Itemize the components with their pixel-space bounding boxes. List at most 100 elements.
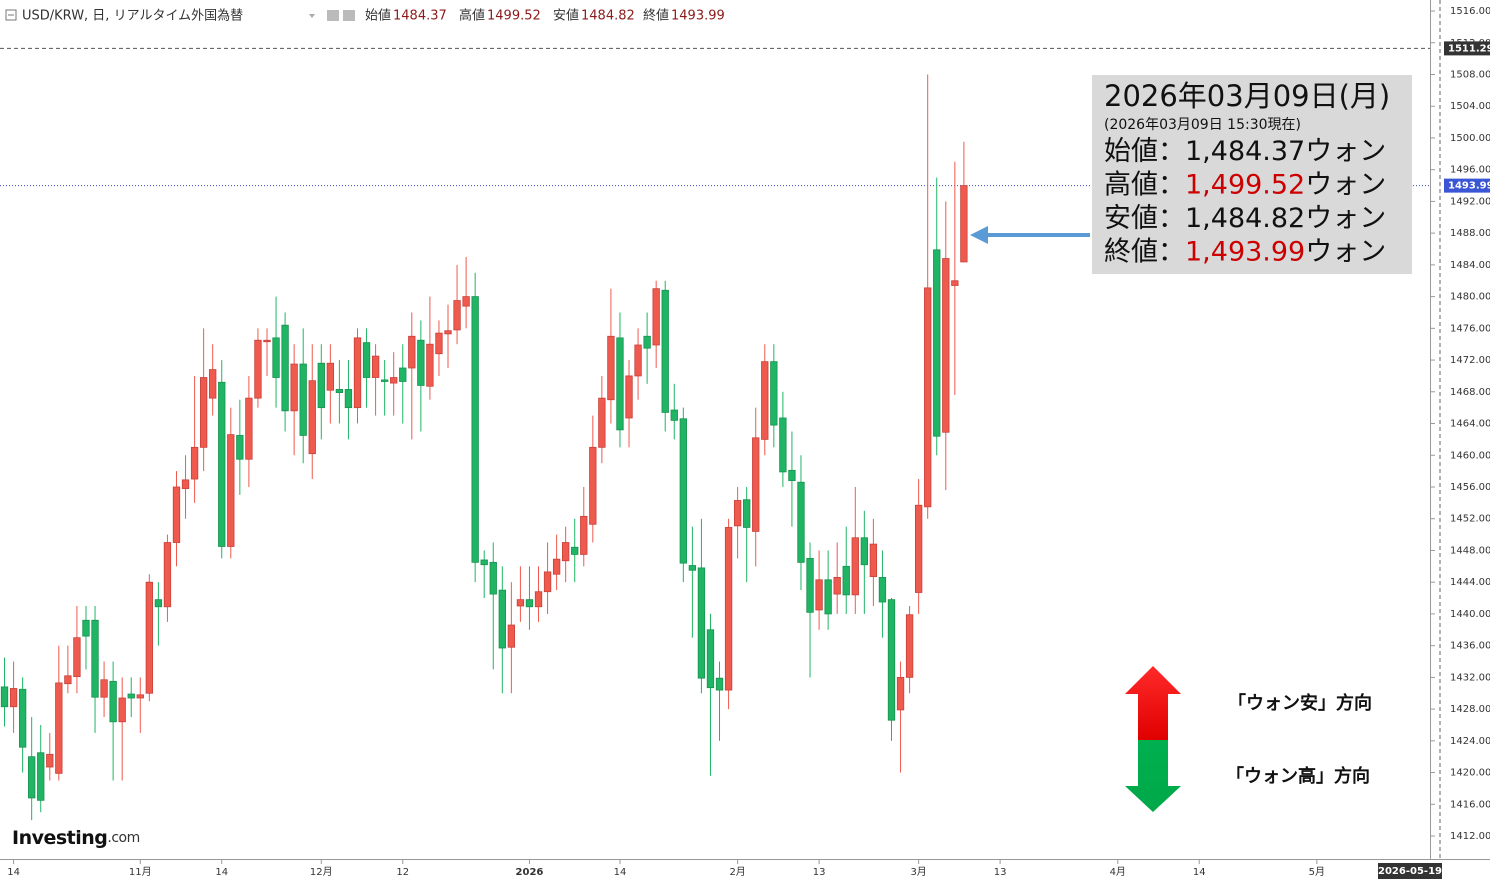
y-tick-label: 1428.00 — [1450, 704, 1490, 715]
y-tick-label: 1412.00 — [1450, 831, 1490, 842]
collapse-icon[interactable] — [5, 9, 17, 21]
candle-body — [896, 676, 905, 711]
candle-body — [64, 675, 72, 685]
y-tick-label: 1476.00 — [1450, 323, 1490, 334]
candle-body — [715, 677, 724, 691]
candle-body — [779, 417, 787, 473]
candle-body — [136, 694, 144, 699]
candle-body — [743, 499, 751, 528]
candle-body — [788, 469, 796, 482]
header-low-value: 1484.82 — [581, 9, 635, 24]
annotation-row-unit: ウォン — [1305, 136, 1386, 167]
annotation-row: 安値：1,484.82ウォン — [1104, 203, 1386, 234]
candle-body — [462, 296, 470, 307]
annotation-row-value: 1,499.52 — [1185, 169, 1305, 200]
settings-icon[interactable] — [343, 10, 355, 21]
dropdown-icon[interactable] — [309, 14, 315, 18]
x-tick-label: 13 — [813, 867, 826, 878]
candle-body — [100, 679, 108, 698]
candle-body — [154, 599, 163, 608]
annotation-title: 2026年03月09日(月) — [1104, 79, 1390, 113]
candle-body — [263, 339, 271, 343]
candle-body — [444, 330, 452, 335]
x-tick-label: 4月 — [1110, 866, 1126, 878]
annotation-row-value: 1,484.82 — [1185, 203, 1305, 234]
y-tick-label: 1436.00 — [1450, 641, 1490, 652]
candle-body — [209, 369, 217, 399]
y-tick-label: 1460.00 — [1450, 450, 1490, 461]
logo-suffix: .com — [107, 830, 139, 846]
annotation-box — [1092, 75, 1412, 274]
candle-body — [905, 614, 914, 678]
down-arrow — [1125, 740, 1181, 812]
candle-body — [670, 409, 678, 421]
candle-body — [661, 289, 669, 413]
price-line-box — [1444, 41, 1490, 56]
candle-body — [0, 686, 9, 708]
candle-body — [480, 559, 488, 566]
candle-body — [824, 579, 832, 615]
candle-body — [471, 296, 479, 563]
candle-body — [453, 300, 461, 331]
candle-body — [236, 435, 244, 460]
candle-body — [625, 375, 633, 419]
annotation-row-name: 安値： — [1104, 203, 1185, 234]
candle-body — [18, 688, 27, 748]
candle-body — [82, 619, 90, 637]
candle-body — [507, 624, 516, 648]
candle-body — [933, 249, 941, 437]
y-tick-label: 1516.00 — [1450, 6, 1490, 17]
candle-body — [815, 579, 823, 611]
y-tick-label: 1416.00 — [1450, 799, 1490, 810]
x-tick-label: 14 — [1193, 867, 1206, 878]
y-tick-label: 1496.00 — [1450, 165, 1490, 176]
y-tick-label: 1508.00 — [1450, 69, 1490, 80]
candle-body — [580, 515, 588, 555]
price-line-label: 1511.29 — [1448, 43, 1490, 54]
candle-body — [163, 542, 172, 608]
x-tick-label: 12月 — [310, 866, 333, 878]
candle-body — [806, 557, 814, 613]
header-close-label: 終値 — [643, 8, 669, 24]
price-line-box — [1444, 178, 1490, 193]
annotation-row-unit: ウォン — [1305, 236, 1386, 267]
candle-body — [516, 599, 525, 607]
candle-body — [924, 287, 932, 508]
candle-body — [724, 527, 733, 691]
candle-body — [335, 389, 344, 393]
candle-body — [534, 591, 543, 608]
candle-body — [498, 589, 506, 649]
candle-body — [426, 343, 434, 387]
candle-body — [887, 599, 896, 721]
x-tick-label: 5月 — [1309, 866, 1325, 878]
annotation-arrow-head — [970, 226, 988, 244]
header-high-value: 1499.52 — [487, 9, 541, 24]
x-tick-label: 11月 — [129, 866, 152, 878]
candle-body — [525, 599, 534, 608]
candle-body — [761, 361, 769, 440]
y-tick-label: 1472.00 — [1450, 355, 1490, 366]
candle-body — [942, 258, 950, 433]
candle-body — [344, 389, 353, 409]
annotation-row-name: 終値： — [1104, 236, 1185, 267]
candle-body — [652, 288, 660, 346]
candle-body — [190, 446, 199, 480]
candle-body — [706, 629, 715, 689]
settings-icon[interactable] — [327, 10, 339, 21]
candle-body — [733, 500, 742, 527]
candle-body — [390, 377, 398, 384]
y-tick-label: 1500.00 — [1450, 133, 1490, 144]
y-tick-label: 1464.00 — [1450, 419, 1490, 430]
candle-body — [299, 363, 307, 436]
x-tick-label: 14 — [614, 867, 627, 878]
x-tick-label: 2026 — [516, 867, 544, 878]
y-tick-label: 1424.00 — [1450, 736, 1490, 747]
candle-body — [408, 335, 416, 369]
y-tick-label: 1456.00 — [1450, 482, 1490, 493]
y-tick-label: 1452.00 — [1450, 514, 1490, 525]
x-tick-label: 12 — [396, 867, 409, 878]
up-arrow — [1125, 666, 1181, 740]
candle-body — [118, 697, 126, 723]
annotation-row: 高値：1,499.52ウォン — [1104, 169, 1386, 200]
